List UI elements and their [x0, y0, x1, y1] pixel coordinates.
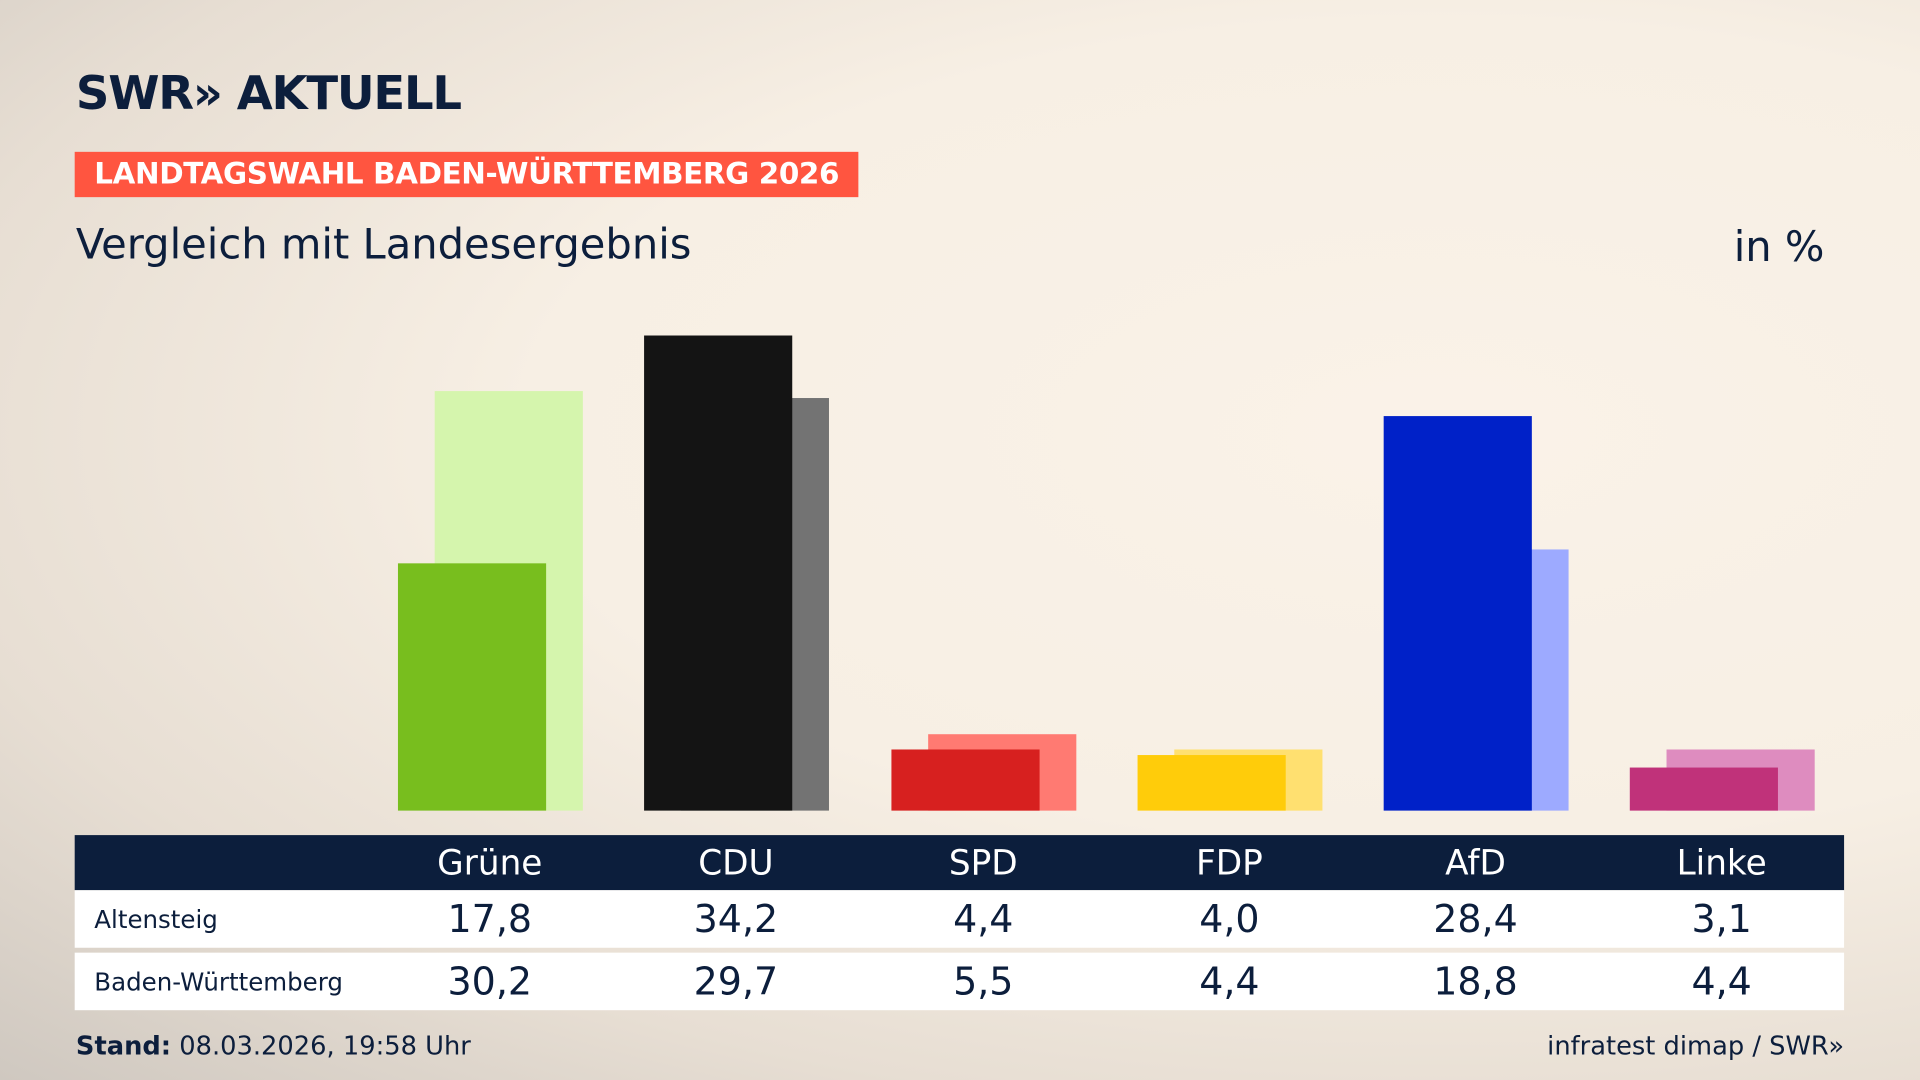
bar-altensteig-grüne: [397, 563, 547, 811]
row-label: Baden-Württemberg: [94, 967, 343, 997]
column-header: SPD: [948, 842, 1018, 883]
chart-subtitle: Vergleich mit Landesergebnis: [75, 220, 692, 270]
swr-aktuell-logo: SWR» AKTUELL: [75, 66, 462, 121]
value-cell: 17,8: [447, 897, 533, 942]
column-header: CDU: [698, 842, 774, 883]
value-cell: 4,4: [1199, 960, 1260, 1005]
value-cell: 18,8: [1433, 960, 1518, 1005]
source-label: infratest dimap / SWR»: [1547, 1031, 1845, 1061]
column-header: Grüne: [437, 842, 543, 883]
table-row: Baden-Württemberg 30,2 29,7 5,5 4,4 18,8 4,4: [74, 952, 1845, 1011]
column-header: FDP: [1195, 842, 1263, 883]
stand-label: Stand:: [75, 1031, 172, 1061]
value-cell: 34,2: [693, 897, 779, 942]
bar-altensteig-afd: [1383, 416, 1532, 811]
column-header: Linke: [1676, 842, 1767, 883]
bar-altensteig-spd: [891, 749, 1040, 811]
value-cell: 28,4: [1433, 897, 1518, 942]
table-header-row: Grüne CDU SPD FDP AfD Linke: [74, 835, 1845, 891]
value-cell: 4,4: [1691, 960, 1752, 1005]
timestamp: Stand: 08.03.2026, 19:58 Uhr: [76, 1031, 471, 1060]
row-label: Altensteig: [94, 904, 218, 935]
table-row: Altensteig 17,8 34,2 4,4 4,0 28,4 3,1: [74, 890, 1845, 948]
stand-value: 08.03.2026, 19:58 Uhr: [179, 1031, 471, 1061]
column-header: AfD: [1445, 842, 1506, 883]
kicker-label: LANDTAGSWAHL BADEN-WÜRTTEMBERG 2026: [74, 151, 859, 198]
bar-altensteig-cdu: [644, 335, 793, 811]
value-cell: 5,5: [953, 960, 1014, 1005]
value-cell: 29,7: [693, 960, 779, 1005]
results-table: Grüne CDU SPD FDP AfD Linke Altensteig 17,8 34,…: [74, 835, 1845, 1011]
value-cell: 4,4: [953, 897, 1014, 942]
value-cell: 3,1: [1691, 897, 1752, 942]
bar-altensteig-fdp: [1137, 755, 1286, 811]
unit-label: in %: [1733, 222, 1825, 272]
bar-altensteig-linke: [1629, 767, 1778, 811]
value-cell: 30,2: [447, 960, 533, 1005]
value-cell: 4,0: [1199, 897, 1260, 942]
